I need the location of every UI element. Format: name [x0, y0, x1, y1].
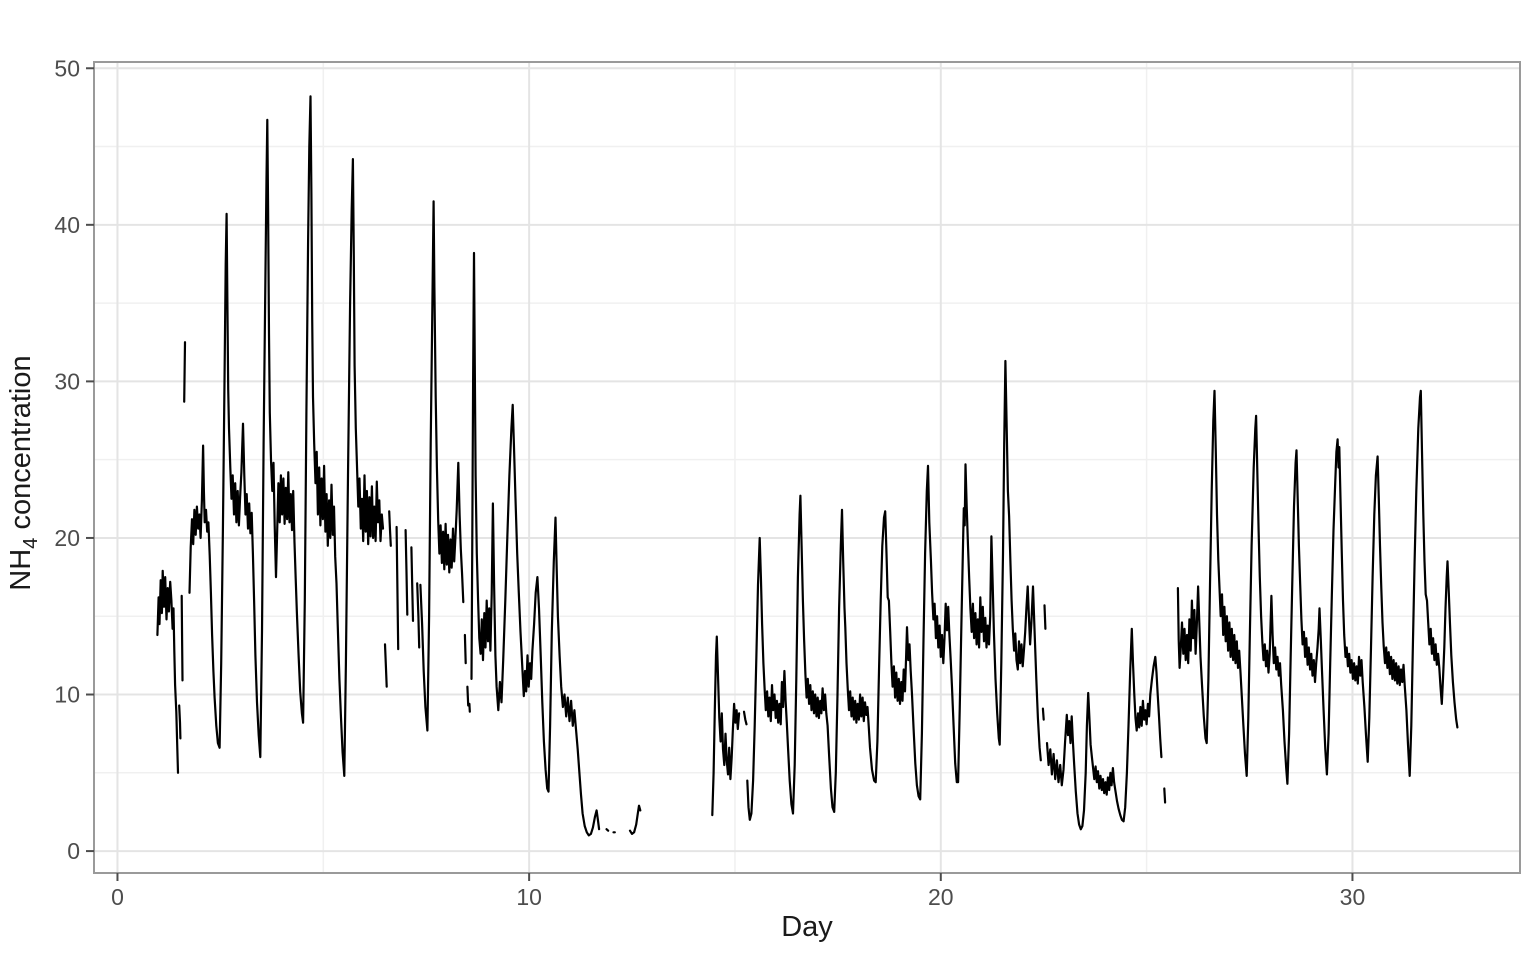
y-axis-title: NH4 concentration: [4, 243, 42, 703]
nh4-series-line: [1041, 707, 1045, 721]
y-tick-label: 30: [54, 368, 80, 394]
panel-border: [93, 61, 1521, 874]
nh4-series-line: [419, 200, 465, 732]
nh4-series-line: [410, 546, 415, 623]
y-tick-label: 20: [54, 525, 80, 551]
nh4-series-line: [156, 569, 180, 774]
nh4-series-line: [746, 359, 1042, 821]
nh4-series-line: [1176, 389, 1459, 785]
nh4-series-line: [395, 525, 400, 651]
nh4-series-line: [180, 594, 184, 682]
y-tick-label: 10: [54, 682, 80, 708]
nh4-series-line: [178, 704, 182, 740]
y-tick-label: 50: [54, 55, 80, 81]
y-tick-label: 40: [54, 212, 80, 238]
nh4-series-line: [188, 95, 385, 778]
nh4-series-line: [416, 582, 421, 649]
x-tick-label: 10: [516, 884, 542, 910]
nh4-series-line: [404, 528, 409, 616]
y-tick-label: 0: [67, 838, 80, 864]
nh4-series-line: [463, 633, 467, 665]
subscript-4: 4: [19, 537, 42, 549]
x-tick-label: 20: [928, 884, 954, 910]
nh4-series-line: [711, 635, 741, 817]
nh4-series-line: [1043, 604, 1047, 630]
x-axis-title: Day: [781, 911, 833, 943]
nh4-series-line: [628, 804, 642, 836]
nh4-series-line: [470, 251, 601, 837]
nh4-series-line: [183, 341, 187, 403]
nh4-series-line: [466, 685, 470, 707]
nh4-series-line: [605, 828, 610, 832]
x-tick-label: 30: [1340, 884, 1366, 910]
nh4-series-line: [742, 710, 748, 726]
nh4-series-line: [388, 510, 392, 547]
nh4-series-line: [1045, 627, 1163, 831]
y-axis-title-text: NH4 concentration: [4, 355, 42, 591]
x-tick-label: 0: [111, 884, 124, 910]
nh4-series-line: [1163, 787, 1167, 804]
nh4-series-line: [383, 643, 388, 688]
